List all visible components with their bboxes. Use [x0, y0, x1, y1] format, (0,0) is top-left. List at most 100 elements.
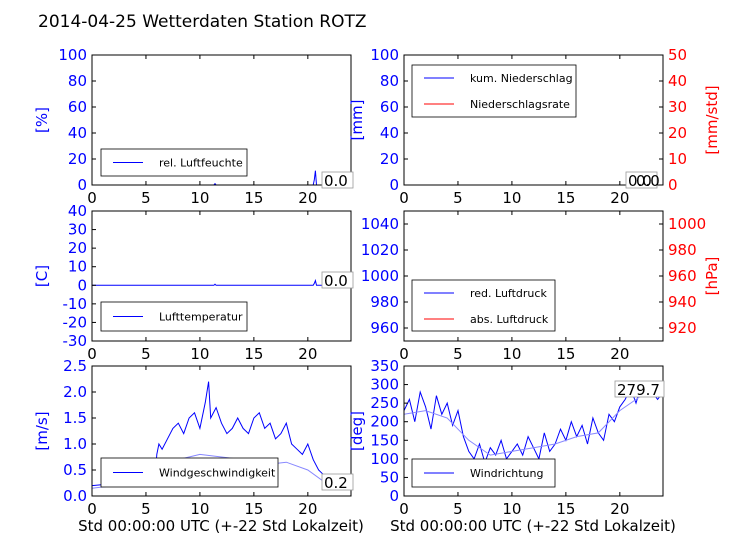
y-tick-label: 350 [370, 357, 399, 375]
y-right-tick-label: 50 [668, 46, 687, 64]
x-tick-label: 0 [399, 500, 409, 518]
y-tick-label: 250 [370, 394, 399, 412]
x-tick-label: 15 [556, 345, 575, 363]
panel-humidity: 0 5 10 15 20 0 20 40 60 80 100 [%] rel. Luftfeuchte 0… [33, 46, 354, 207]
x-tick-label: 0 [399, 345, 409, 363]
last-value-box-direction [614, 380, 665, 398]
x-tick-label: 10 [502, 189, 521, 207]
y-tick-label: 1040 [361, 215, 399, 233]
x-tick-label: 0 [87, 345, 97, 363]
y-tick-label: 30 [68, 221, 87, 239]
panel-direction: 0 5 10 15 20050100150200250300350[deg]Windri… [348, 357, 665, 518]
x-tick-label: 5 [453, 345, 463, 363]
legend-box-pressure [411, 279, 556, 332]
y-tick-label: 2.0 [63, 383, 87, 401]
x-tick-label: 10 [190, 189, 209, 207]
y-tick-label: 40 [68, 202, 87, 220]
y-tick-label: -20 [63, 313, 88, 331]
panel-pressure: 0 5 10 15 20 960 980 1000 1020 1040 920 940 960 980 10… [361, 210, 721, 363]
series-line-temperature-0 [92, 278, 351, 286]
y-tick-label: 960 [370, 319, 399, 337]
x-tick-label: 5 [141, 189, 151, 207]
y-right-tick-label: 30 [668, 98, 687, 116]
y-right-tick-label: 960 [668, 267, 697, 285]
x-tick-label: 15 [244, 345, 263, 363]
last-value-label-overlap-precip: 0.0 [636, 172, 660, 190]
x-tick-label: 20 [298, 500, 317, 518]
y-tick-label: 80 [380, 72, 399, 90]
y-tick-label: 0 [77, 276, 87, 294]
y-axis-label-direction: [deg] [348, 411, 366, 451]
x-axis-label-right: Std 00:00:00 UTC (+-22 Std Lokalzeit) [390, 517, 676, 535]
y-tick-label: 100 [370, 46, 399, 64]
series-line-wind-0 [92, 381, 351, 487]
series-line-direction-1 [404, 393, 663, 456]
y-tick-label: 80 [68, 72, 87, 90]
legend-box-precip [411, 64, 577, 118]
x-tick-label: 10 [190, 500, 209, 518]
last-value-box-temperature [321, 271, 354, 289]
legend-entry-label: Lufttemperatur [159, 311, 243, 324]
y-right-tick-label: 980 [668, 241, 697, 259]
x-tick-label: 10 [190, 345, 209, 363]
last-value-box-precip [625, 171, 658, 189]
y-tick-label: 20 [68, 239, 87, 257]
x-tick-label: 5 [453, 189, 463, 207]
last-value-label-temperature: 0.0 [324, 272, 348, 290]
y-right-tick-label: 920 [668, 319, 697, 337]
x-tick-label: 20 [610, 500, 629, 518]
x-tick-label: 20 [298, 345, 317, 363]
last-value-label-precip: 0.0 [628, 172, 652, 190]
y-tick-label: 0 [389, 176, 399, 194]
y-tick-label: 980 [370, 293, 399, 311]
y-right-tick-label: 10 [668, 150, 687, 168]
legend-entry-label: Niederschlagsrate [470, 98, 570, 111]
last-value-box-wind [321, 473, 354, 491]
y-tick-label: 60 [68, 98, 87, 116]
y-tick-label: 0 [389, 487, 399, 505]
x-tick-label: 20 [610, 189, 629, 207]
plot-frame-wind [91, 365, 352, 497]
y-tick-label: 2.5 [63, 357, 87, 375]
x-tick-label: 5 [141, 345, 151, 363]
y-right-tick-label: 1000 [668, 215, 706, 233]
y-tick-label: 100 [58, 46, 87, 64]
x-tick-label: 15 [556, 500, 575, 518]
y-tick-label: 0.5 [63, 461, 87, 479]
x-tick-label: 0 [87, 189, 97, 207]
y-tick-label: 1020 [361, 241, 399, 259]
x-tick-label: 0 [87, 500, 97, 518]
legend-entry-label: Windgeschwindigkeit [159, 467, 276, 480]
x-tick-label: 10 [502, 345, 521, 363]
last-value-label-humidity: 0.0 [324, 172, 348, 190]
y-tick-label: 40 [380, 124, 399, 142]
y-tick-label: 50 [380, 468, 399, 486]
y-tick-label: 0.0 [63, 487, 87, 505]
y-tick-label: 10 [68, 258, 87, 276]
x-tick-label: 5 [453, 500, 463, 518]
x-axis-label-left: Std 00:00:00 UTC (+-22 Std Lokalzeit) [78, 517, 364, 535]
y-right-tick-label: 0 [668, 176, 678, 194]
legend-entry-label: abs. Luftdruck [470, 313, 549, 326]
x-tick-label: 15 [556, 189, 575, 207]
panel-temperature: 0 5 10 15 20-30-20-10010203040[C]Lufttempera… [33, 202, 354, 363]
legend-entry-label: kum. Niederschlag [470, 72, 573, 85]
plot-frame-humidity [91, 54, 352, 186]
y-tick-label: 300 [370, 376, 399, 394]
y-axis-label-humidity: [%] [33, 107, 51, 133]
x-tick-label: 5 [141, 500, 151, 518]
legend-box-wind [100, 457, 279, 488]
y-tick-label: 40 [68, 124, 87, 142]
x-tick-label: 15 [244, 189, 263, 207]
plot-frame-direction [403, 365, 664, 497]
last-value-label-direction: 279.7 [617, 381, 660, 399]
y-right-tick-label: 20 [668, 124, 687, 142]
x-tick-label: 0 [399, 189, 409, 207]
y-tick-label: 20 [380, 150, 399, 168]
y-tick-label: 0 [77, 176, 87, 194]
panel-precip: 0 5 10 15 20 0 20 40 60 80 100 0 10 20 30 40 50 [mm] [mm/s… [348, 46, 721, 207]
last-value-box-humidity [321, 171, 354, 189]
y-tick-label: 20 [68, 150, 87, 168]
y-right-axis-label-pressure: [hPa] [703, 257, 721, 296]
y-axis-label-precip: [mm] [348, 100, 366, 141]
